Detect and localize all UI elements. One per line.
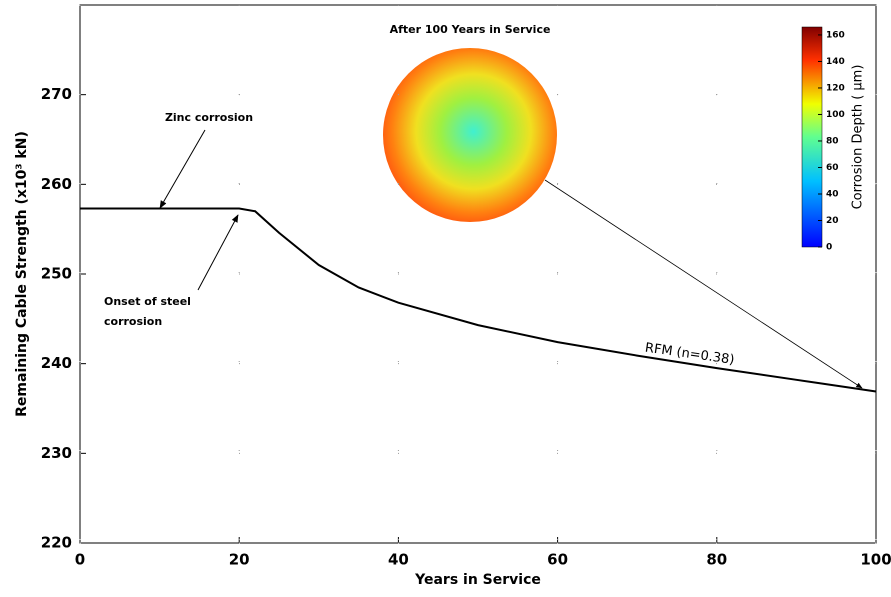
colorbar-tick-label: 160 [826, 30, 845, 40]
x-tick-label: 0 [75, 551, 85, 569]
y-axis-label: Remaining Cable Strength (x10³ kN) [14, 131, 30, 417]
annotation: Onset of steel [104, 295, 191, 308]
cross-section [383, 48, 557, 222]
colorbar-label: Corrosion Depth ( μm) [851, 65, 866, 210]
colorbar-tick-label: 140 [826, 57, 845, 67]
arrow [197, 214, 239, 291]
line [80, 207, 877, 393]
x-tick-label: 100 [860, 551, 891, 569]
y-tick-label: 260 [41, 175, 72, 193]
colorbar-tick-label: 20 [826, 216, 839, 226]
colorbar-tick-label: 0 [826, 243, 832, 253]
annotation: corrosion [104, 315, 162, 328]
x-tick-label: 40 [388, 551, 409, 569]
x-tick-label: 80 [706, 551, 727, 569]
x-tick-label: 60 [547, 551, 568, 569]
colorbar [801, 26, 823, 248]
y-tick-label: 240 [41, 354, 72, 372]
colorbar-tick-label: 80 [826, 136, 839, 146]
y-tick-label: 270 [41, 85, 72, 103]
arrow [159, 129, 206, 209]
colorbar-tick-label: 100 [826, 110, 845, 120]
arrow [544, 179, 863, 389]
colorbar-tick-label: 40 [826, 189, 839, 199]
inset-title: After 100 Years in Service [390, 23, 551, 36]
colorbar-tick-label: 60 [826, 163, 839, 173]
y-tick-label: 230 [41, 444, 72, 462]
x-axis-label: Years in Service [414, 572, 541, 588]
annotation: Zinc corrosion [165, 111, 253, 124]
x-tick-label: 20 [229, 551, 250, 569]
y-tick-label: 220 [41, 534, 72, 552]
colorbar-tick-label: 120 [826, 83, 845, 93]
y-tick-label: 250 [41, 265, 72, 283]
